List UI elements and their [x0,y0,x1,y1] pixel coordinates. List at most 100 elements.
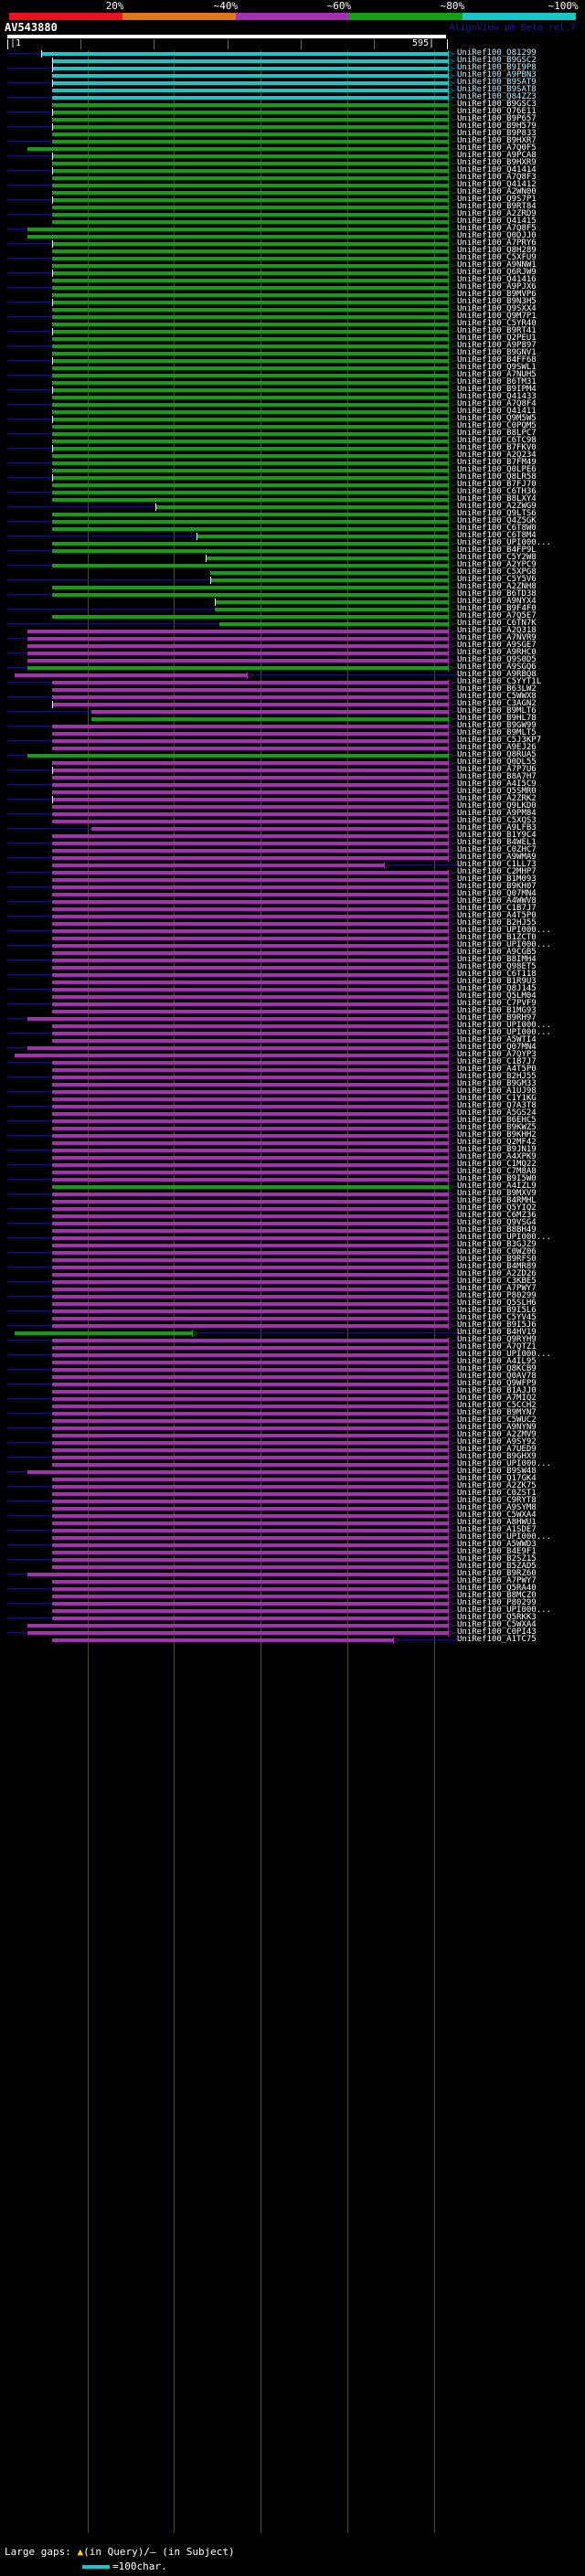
hsp-bar[interactable] [52,315,448,319]
hit-label[interactable]: UniRef100_A9SYM8 [457,1503,537,1512]
hsp-bar[interactable] [15,1054,448,1057]
hit-label[interactable]: UniRef100_UPI000... [457,1028,551,1037]
alignment-row[interactable]: UniRef100_A9CGB5 [0,949,585,957]
hsp-bar[interactable] [52,96,448,100]
alignment-row[interactable]: UniRef100_Q8LR58 [0,473,585,482]
hsp-bar[interactable] [52,118,448,122]
hit-label[interactable]: UniRef100_Q5LM04 [457,991,537,1001]
hit-label[interactable]: UniRef100_B8IMH4 [457,955,537,964]
hsp-bar[interactable] [206,557,448,560]
hsp-bar[interactable] [197,535,448,538]
alignment-row[interactable]: UniRef100_Q9RYH9 [0,1336,585,1344]
alignment-row[interactable]: UniRef100_B9H579 [0,122,585,131]
hit-label[interactable]: UniRef100_B9GNV1 [457,348,537,357]
alignment-row[interactable]: UniRef100_B9GM33 [0,1080,585,1088]
hsp-bar[interactable] [52,761,448,765]
alignment-row[interactable]: UniRef100_C5XQS3 [0,817,585,825]
alignment-row[interactable]: UniRef100_Q8RUA5 [0,751,585,759]
alignment-row[interactable]: UniRef100_C5XFU9 [0,254,585,262]
hit-label[interactable]: UniRef100_B9RH97 [457,1013,537,1023]
hit-label[interactable]: UniRef100_B2HJ55 [457,1072,537,1081]
hit-label[interactable]: UniRef100_Q9M5W5 [457,414,537,423]
hsp-bar[interactable] [91,710,448,714]
hsp-bar[interactable] [52,725,448,728]
alignment-row[interactable]: UniRef100_A1TC75 [0,1635,585,1644]
alignment-row[interactable]: UniRef100_P80299 [0,1292,585,1300]
hit-label[interactable]: UniRef100_C6T8M4 [457,531,537,540]
hit-label[interactable]: UniRef100_Q8H289 [457,246,537,255]
hsp-bar[interactable] [52,1346,448,1350]
hsp-bar[interactable] [15,1331,192,1335]
hsp-bar[interactable] [52,1463,448,1467]
hit-label[interactable]: UniRef100_A4T5P0 [457,911,537,920]
hsp-bar[interactable] [52,1368,448,1372]
alignment-row[interactable]: UniRef100_C5WXA4 [0,1621,585,1629]
hsp-bar[interactable] [52,125,448,129]
alignment-row[interactable]: UniRef100_UPI000... [0,1533,585,1542]
hit-label[interactable]: UniRef100_UPI000... [457,1350,551,1359]
alignment-row[interactable]: UniRef100_B9KH07 [0,883,585,891]
hit-label[interactable]: UniRef100_B63LW2 [457,684,537,694]
alignment-row[interactable]: UniRef100_Q41414 [0,166,585,175]
hsp-bar[interactable] [52,1492,448,1496]
hit-label[interactable]: UniRef100_B4FF68 [457,355,537,365]
alignment-row[interactable]: UniRef100_A2YPC9 [0,561,585,569]
alignment-row[interactable]: UniRef100_C5Y5V6 [0,576,585,584]
hit-label[interactable]: UniRef100_B9I9P8 [457,63,537,72]
hsp-bar[interactable] [52,834,448,838]
hit-label[interactable]: UniRef100_B9RT84 [457,202,537,211]
alignment-row[interactable]: UniRef100_C6T8W0 [0,525,585,533]
hit-label[interactable]: UniRef100_Q6RJW9 [457,268,537,277]
hit-label[interactable]: UniRef100_B9MLT6 [457,706,537,716]
hit-label[interactable]: UniRef100_A7PRY6 [457,239,537,248]
hsp-bar[interactable] [52,1178,448,1182]
hsp-bar[interactable] [52,418,448,421]
hit-label[interactable]: UniRef100_A7NVR9 [457,633,537,642]
hit-label[interactable]: UniRef100_C5WXA4 [457,1511,537,1520]
hsp-bar[interactable] [155,505,448,509]
hsp-bar[interactable] [52,1419,448,1423]
hsp-bar[interactable] [52,929,448,933]
alignment-row[interactable]: UniRef100_B9RT84 [0,202,585,211]
hit-label[interactable]: UniRef100_B9MLT5 [457,728,537,737]
hit-label[interactable]: UniRef100_B9I5W0 [457,1174,537,1183]
hsp-bar[interactable] [52,542,448,546]
alignment-row[interactable]: UniRef100_B1ZCT0 [0,934,585,942]
hsp-bar[interactable] [52,1485,448,1489]
hsp-bar[interactable] [52,381,448,385]
hsp-bar[interactable] [52,59,448,63]
hit-label[interactable]: UniRef100_A1SDE7 [457,1525,537,1534]
hit-label[interactable]: UniRef100_A1TC75 [457,1635,537,1644]
hsp-bar[interactable] [52,681,448,684]
hit-label[interactable]: UniRef100_A4WWV8 [457,896,537,906]
hsp-bar[interactable] [91,717,448,721]
hsp-bar[interactable] [52,1273,448,1277]
hsp-bar[interactable] [52,1339,448,1342]
alignment-row[interactable]: UniRef100_Q2PEU1 [0,334,585,343]
alignment-row[interactable]: UniRef100_A9LFB3 [0,824,585,832]
hsp-bar[interactable] [52,1361,448,1364]
hsp-bar[interactable] [52,1434,448,1437]
alignment-row[interactable]: UniRef100_A5GS24 [0,1109,585,1118]
hit-label[interactable]: UniRef100_Q9LTS6 [457,509,537,518]
alignment-row[interactable]: UniRef100_A5WTI4 [0,1036,585,1044]
hsp-bar[interactable] [27,1624,448,1627]
hit-label[interactable]: UniRef100_P80299 [457,1598,537,1607]
hsp-bar[interactable] [52,739,448,743]
hsp-bar[interactable] [52,586,448,589]
hsp-bar[interactable] [91,827,448,831]
alignment-row[interactable]: UniRef100_B5ZAD5 [0,1563,585,1571]
hit-label[interactable]: UniRef100_B9GW99 [457,721,537,730]
hit-label[interactable]: UniRef100_B6TM31 [457,377,537,387]
hit-label[interactable]: UniRef100_A9NNW1 [457,260,537,270]
hit-label[interactable]: UniRef100_B2SZ15 [457,1554,537,1564]
hsp-bar[interactable] [52,1536,448,1540]
hsp-bar[interactable] [52,1193,448,1196]
alignment-row[interactable]: UniRef100_B4FP9L [0,546,585,555]
hit-label[interactable]: UniRef100_B7FJ70 [457,480,537,489]
hit-label[interactable]: UniRef100_A9PJX6 [457,282,537,292]
alignment-row[interactable]: UniRef100_A2WN00 [0,188,585,196]
alignment-row[interactable]: UniRef100_Q84ZZ3 [0,93,585,101]
hsp-bar[interactable] [52,1002,448,1006]
alignment-row[interactable]: UniRef100_Q5SLH6 [0,1299,585,1308]
